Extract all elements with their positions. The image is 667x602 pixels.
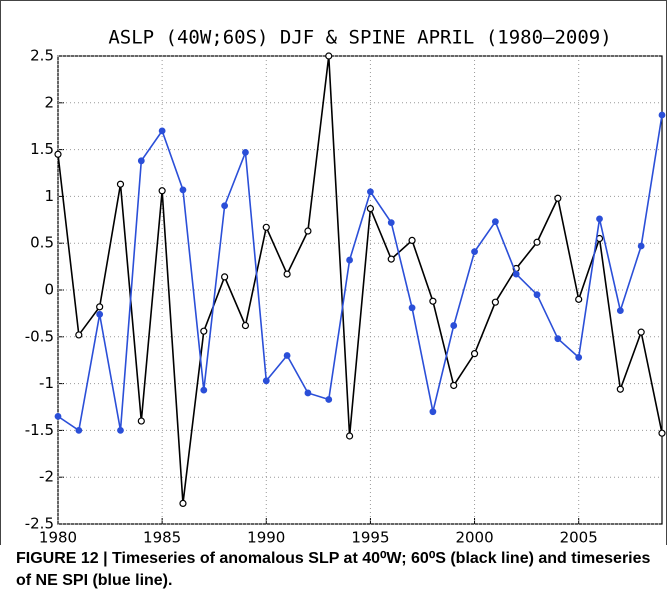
point — [616, 307, 624, 314]
point — [346, 256, 353, 264]
point — [575, 353, 583, 361]
point — [596, 215, 603, 223]
point — [345, 432, 354, 440]
point — [54, 412, 62, 420]
point — [200, 386, 208, 394]
point — [75, 427, 83, 434]
x-tick-label: 1985 — [143, 529, 181, 546]
point — [304, 227, 312, 235]
point — [116, 180, 125, 188]
y-tick-label: 1.5 — [30, 140, 54, 158]
point — [367, 188, 374, 196]
point — [158, 187, 166, 195]
point — [137, 157, 145, 165]
point — [75, 331, 83, 339]
series-line — [57, 55, 663, 504]
point — [117, 427, 124, 434]
series-line — [57, 114, 663, 432]
point — [408, 304, 416, 312]
y-tick-label: -2.5 — [25, 515, 54, 533]
point — [575, 295, 583, 303]
y-tick-label: -1.5 — [25, 421, 54, 439]
point — [491, 218, 499, 226]
point — [533, 238, 541, 246]
y-tick-label: -1 — [39, 374, 54, 392]
point — [262, 377, 270, 385]
point — [221, 202, 229, 210]
point — [96, 310, 104, 318]
x-tick-label: 1990 — [247, 529, 285, 546]
point — [637, 242, 645, 250]
point — [241, 321, 250, 330]
x-tick-label: 1995 — [351, 529, 389, 546]
point — [262, 223, 270, 231]
x-tick-label: 2000 — [455, 529, 493, 546]
point — [387, 219, 395, 227]
y-tick-label: 1 — [44, 187, 54, 205]
point — [450, 322, 458, 329]
point — [137, 417, 145, 425]
y-tick-label: 0 — [44, 281, 54, 299]
plot-area — [57, 55, 663, 525]
point — [304, 389, 312, 397]
point — [179, 186, 187, 194]
point — [200, 327, 208, 335]
point — [283, 352, 291, 359]
point — [491, 298, 499, 306]
point — [283, 270, 291, 278]
point — [221, 273, 229, 281]
point — [512, 270, 520, 278]
point — [658, 111, 666, 119]
point — [408, 236, 416, 244]
x-tick-label: 2005 — [560, 529, 598, 546]
point — [96, 303, 104, 311]
y-tick-label: -0.5 — [25, 327, 54, 345]
figure-frame — [0, 0, 667, 545]
caption: FIGURE 12 | Timeseries of anomalous SLP … — [16, 550, 651, 589]
y-tick-label: 0.5 — [30, 234, 54, 252]
point — [387, 255, 395, 263]
point — [533, 291, 541, 299]
point — [325, 396, 333, 403]
point — [616, 385, 624, 393]
point — [470, 350, 479, 358]
point — [158, 127, 166, 135]
point — [450, 381, 458, 390]
point — [554, 335, 562, 343]
y-tick-label: -2 — [39, 468, 54, 486]
point — [242, 149, 249, 156]
y-tick-label: 2 — [44, 93, 54, 111]
point — [179, 499, 187, 508]
chart: ASLP (40W;60S) DJF & SPINE APRIL (1980–2… — [0, 0, 667, 545]
y-tick-label: 2.5 — [30, 47, 54, 65]
point — [54, 150, 62, 158]
point — [658, 429, 666, 437]
point — [429, 408, 437, 416]
chart-title: ASLP (40W;60S) DJF & SPINE APRIL (1980–2… — [108, 27, 611, 49]
point — [366, 204, 375, 213]
point — [554, 194, 562, 202]
point — [429, 297, 437, 305]
point — [637, 328, 645, 336]
point — [471, 248, 478, 256]
point — [325, 52, 333, 60]
x-tick-label: 1980 — [39, 529, 77, 546]
